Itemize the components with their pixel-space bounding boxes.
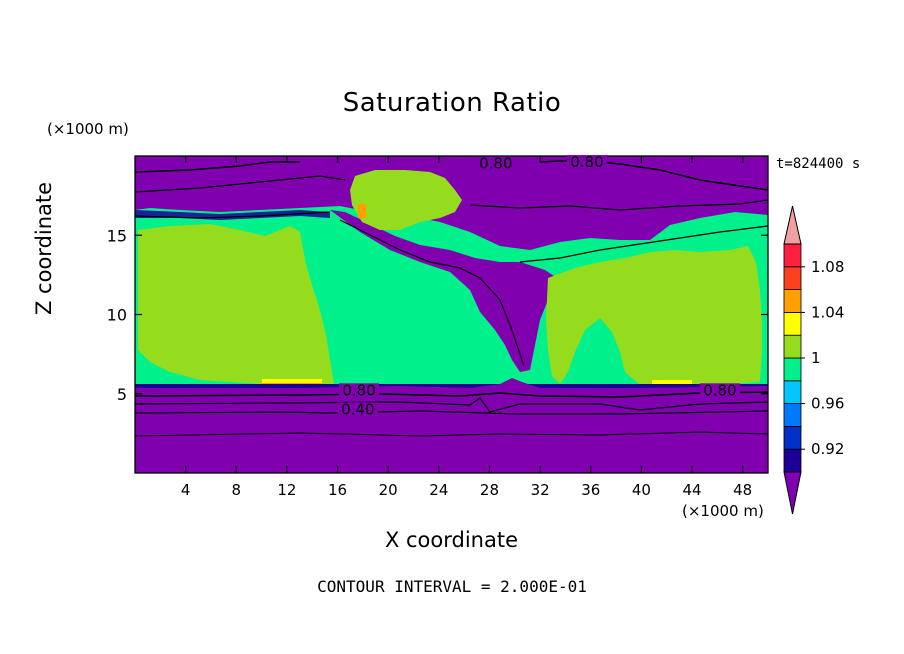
colorbar-box [783,311,802,336]
contour-upper-cloud-base [135,211,331,219]
contour-0.40-low [135,410,768,415]
contour-0.80-top-left [135,161,300,173]
lower-dry-layer [135,378,768,473]
yellow-spot-right [652,380,692,384]
contour-label: 0.80 [479,155,512,173]
colorbar-tick-label: 1.08 [811,258,844,276]
orange-spot-tower [358,204,366,218]
mid-dry-intrusion [330,210,560,372]
x-tick-label: 40 [632,481,651,499]
colorbar-box [783,380,802,404]
colorbar-box [783,403,802,427]
y-tick-label: 10 [107,306,127,325]
x-tick-label: 20 [379,481,398,499]
time-label: t=824400 s [776,156,860,172]
contour-0.20-low [135,431,768,437]
chart-title: Saturation Ratio [342,88,562,118]
contour-0.80-low [135,391,768,398]
contour-label: 0.80 [570,153,603,171]
y-axis-ticks: 5 10 15 [107,226,768,404]
contour-mid-ridge [339,219,525,367]
x-tick-label: 36 [581,481,600,499]
colorbar-box [783,448,802,473]
colorbar-over-triangle [783,205,802,245]
contour-label: 0.40 [341,400,374,418]
x-tick-label: 28 [480,481,499,499]
contour-0.60-low [135,397,768,413]
colorbar-box [783,357,802,382]
y-tick-label: 15 [107,226,127,245]
right-saturated-cloud [546,246,762,386]
colorbar-tick-label: 0.92 [811,440,844,458]
x-tick-label: 4 [181,481,191,499]
colorbar-box [783,243,802,268]
contour-right-ridge [519,225,768,263]
contour-label-bg [475,156,516,172]
contour-lines [135,159,768,437]
colorbar-box [783,289,802,313]
y-tick-label: 5 [117,385,127,404]
yellow-spot-left [262,379,322,384]
colorbar-box [783,425,802,450]
colorbar-tick-label: 1.04 [811,303,844,321]
contour-label: 0.80 [342,381,375,399]
x-axis-label: X coordinate [384,528,519,552]
x-tick-label: 48 [733,481,752,499]
cloud-base-fringe [135,384,768,389]
left-saturated-cloud [138,224,334,386]
contour-label-bg [339,383,380,399]
y-unit-label: (×1000 m) [47,120,129,138]
upper-saturated-tower [350,170,462,230]
contour-label-bg [699,383,740,399]
x-tick-label: 8 [232,481,242,499]
colorbar-box [783,266,802,290]
x-tick-label: 44 [682,481,701,499]
x-tick-label: 24 [429,481,448,499]
contour-label: 0.80 [703,381,736,399]
contour-label-bg [566,155,607,171]
colorbar: 0.92 0.96 1 1.04 1.08 [783,205,844,515]
colorbar-box [783,334,802,359]
colorbar-tick-label: 0.96 [811,395,844,413]
x-tick-label: 32 [531,481,550,499]
colorbar-under-triangle [783,471,802,515]
y-axis-label: Z coordinate [32,181,56,315]
colorbar-tick-label: 1 [811,349,821,367]
x-tick-label: 16 [328,481,347,499]
field-layer [135,156,768,473]
contour-labels: 0.80 0.800.800.400.80 [337,153,740,418]
contour-0.60-top [135,175,346,193]
x-unit-label: (×1000 m) [682,502,764,520]
contour-interval-note: CONTOUR INTERVAL = 2.000E-01 [317,577,587,596]
contour-0.60-top-right [469,199,768,211]
contour-label-bg [337,402,378,418]
x-tick-label: 12 [277,481,296,499]
x-axis-ticks: 4 8 12 16 20 24 28 32 36 40 44 48 [181,156,752,499]
